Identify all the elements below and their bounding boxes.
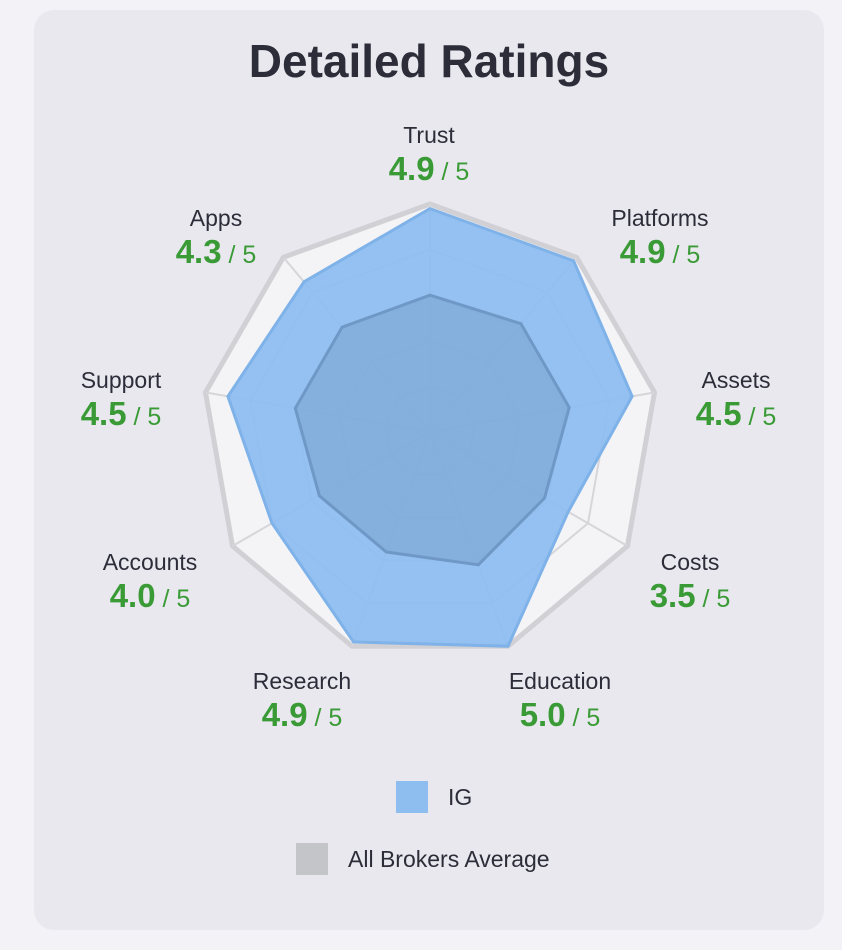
axis-label-education: Education 5.0 / 5 [460,667,660,738]
axis-name-accounts: Accounts [102,549,198,575]
legend-item-ig[interactable]: IG [396,781,472,813]
axis-name-platforms: Platforms [611,205,709,231]
score-platforms: 4.9 / 5 [560,232,760,275]
axis-label-assets: Assets 4.5 / 5 [636,366,836,437]
legend-item-average[interactable]: All Brokers Average [296,843,550,875]
legend-label-ig: IG [448,783,473,810]
score-max-research: / 5 [307,704,343,732]
axis-name-apps: Apps [189,205,243,231]
axis-label-costs: Costs 3.5 / 5 [590,548,790,619]
score-assets: 4.5 / 5 [636,394,836,437]
score-apps: 4.3 / 5 [116,232,316,275]
axis-name-research: Research [252,668,352,694]
score-value-accounts: 4.0 [109,577,156,614]
score-research: 4.9 / 5 [202,695,402,738]
series-average-area [293,293,571,567]
score-value-research: 4.9 [261,696,308,733]
score-max-trust: / 5 [434,158,470,186]
axis-name-support: Support [80,367,162,393]
axis-label-trust: Trust 4.9 / 5 [329,121,529,192]
score-max-education: / 5 [565,704,601,732]
axis-label-platforms: Platforms 4.9 / 5 [560,204,760,275]
score-value-trust: 4.9 [388,150,435,187]
axis-label-research: Research 4.9 / 5 [202,667,402,738]
score-value-assets: 4.5 [695,395,742,432]
legend-swatch-average [296,843,328,875]
axis-name-trust: Trust [403,122,455,148]
chart-title: Detailed Ratings [248,35,610,87]
score-max-costs: / 5 [695,585,731,613]
score-value-platforms: 4.9 [619,233,666,270]
axis-name-education: Education [508,668,612,694]
score-max-accounts: / 5 [155,585,191,613]
legend-swatch-ig [396,781,428,813]
score-max-support: / 5 [126,403,162,431]
score-value-apps: 4.3 [175,233,222,270]
score-support: 4.5 / 5 [21,394,221,437]
axis-label-support: Support 4.5 / 5 [21,366,221,437]
score-education: 5.0 / 5 [460,695,660,738]
axis-label-accounts: Accounts 4.0 / 5 [50,548,250,619]
series-ig-area [226,207,634,648]
legend-label-average: All Brokers Average [348,845,550,872]
axis-label-apps: Apps 4.3 / 5 [116,204,316,275]
score-max-apps: / 5 [221,241,257,269]
score-max-assets: / 5 [741,403,777,431]
axis-name-assets: Assets [701,367,771,393]
score-value-support: 4.5 [80,395,127,432]
score-value-costs: 3.5 [649,577,696,614]
score-max-platforms: / 5 [665,241,701,269]
score-accounts: 4.0 / 5 [50,576,250,619]
score-trust: 4.9 / 5 [329,149,529,192]
axis-name-costs: Costs [660,549,720,575]
score-costs: 3.5 / 5 [590,576,790,619]
score-value-education: 5.0 [519,696,566,733]
